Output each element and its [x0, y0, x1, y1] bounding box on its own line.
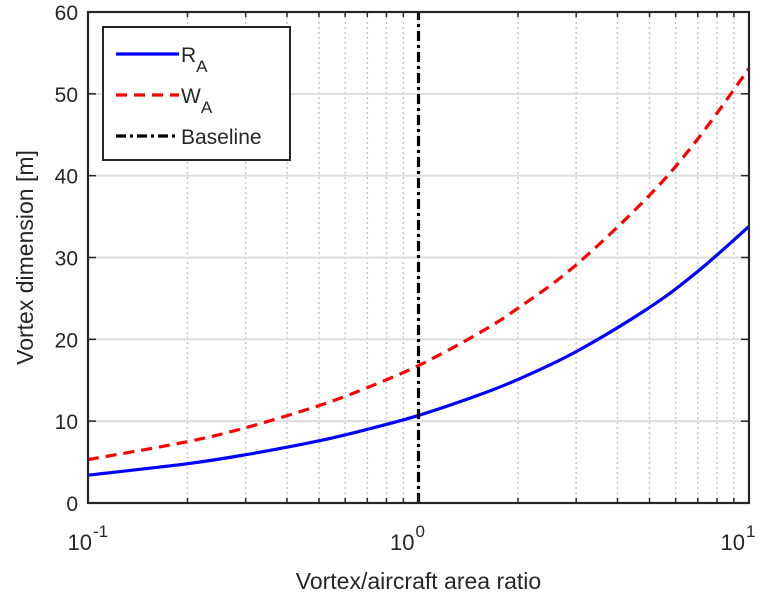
x-tick-label-base: 10 [390, 530, 414, 555]
y-tick-label: 20 [55, 329, 78, 352]
legend-label-subscript: A [196, 57, 208, 76]
x-tick-label-exponent: 1 [746, 522, 755, 541]
legend-label-subscript: A [201, 98, 213, 117]
x-tick-label-base: 10 [721, 530, 745, 555]
legend-label: RA [181, 44, 208, 76]
y-tick-label: 40 [55, 166, 78, 189]
series-layer [87, 12, 751, 503]
series-line-ra [87, 225, 751, 477]
y-tick-label: 30 [55, 248, 78, 271]
legend-label: WA [181, 85, 213, 117]
x-tick-label: 10 0 [390, 522, 425, 555]
y-tick-label: 10 [55, 411, 78, 434]
grid [87, 11, 749, 504]
legend-label-text: R [181, 44, 196, 67]
x-axis-label: Vortex/aircraft area ratio [296, 568, 541, 594]
y-tick-label: 0 [66, 493, 78, 516]
x-tick-label: 10 1 [721, 522, 756, 555]
y-tick-label: 50 [55, 84, 78, 107]
legend-label-text: Baseline [181, 126, 262, 149]
series-line-wa [87, 67, 751, 462]
legend-label-text: W [181, 85, 201, 108]
x-tick-label-exponent: -1 [93, 522, 108, 541]
x-tick-label-exponent: 0 [416, 522, 425, 541]
y-axis-label: Vortex dimension [m] [12, 150, 38, 365]
y-tick-label: 60 [55, 2, 78, 25]
x-tick-label-base: 10 [68, 530, 92, 555]
x-tick-label: 10 -1 [68, 522, 109, 555]
legend-label: Baseline [181, 126, 262, 149]
